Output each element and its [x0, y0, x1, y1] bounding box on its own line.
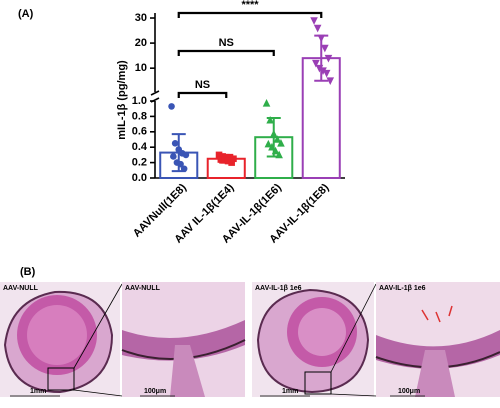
y-tick-label: 0.2: [132, 157, 147, 169]
data-point: [266, 115, 274, 124]
data-point: [275, 150, 283, 159]
y-tick-label: 0.0: [132, 172, 147, 184]
data-point: [326, 77, 335, 86]
data-point: [310, 17, 318, 25]
data-point: [215, 151, 223, 159]
scale-label: 1mm: [282, 388, 298, 395]
data-point: [313, 24, 322, 33]
data-point: [221, 156, 228, 164]
y-tick-label: 0.8: [132, 110, 147, 122]
y-axis-label: mIL-1β (pg/mg): [116, 60, 128, 140]
plot: 0.00.20.40.60.81.0102030AAVNull(1E8)AAV …: [131, 0, 345, 246]
data-point: [312, 59, 320, 68]
y-tick-label: 1.0: [132, 95, 147, 107]
data-point: [321, 44, 329, 53]
scale-label: 100μm: [398, 388, 420, 395]
data-point: [324, 54, 333, 63]
data-point: [319, 67, 327, 75]
y-tick-label: 20: [135, 37, 147, 49]
data-point: [217, 156, 225, 163]
data-point: [262, 99, 271, 107]
data-point: [228, 159, 235, 166]
data-point: [224, 157, 232, 165]
axis-break: [150, 90, 160, 96]
image-title: AAV-IL-1β 1e6: [379, 285, 426, 292]
scale-label: 100μm: [144, 388, 166, 395]
y-tick-label: 0.4: [132, 141, 148, 153]
data-point: [317, 34, 326, 43]
y-tick-label: 10: [135, 62, 147, 74]
axis-break: [150, 97, 160, 103]
y-tick-label: 0.6: [132, 126, 147, 138]
data-point: [277, 139, 285, 147]
data-point: [177, 160, 184, 168]
significance-label: NS: [219, 37, 234, 49]
scale-label: 1mm: [30, 388, 46, 395]
image-title: AAV-NULL: [3, 285, 39, 292]
panel-label: (B): [20, 266, 36, 278]
histology-image: [375, 282, 500, 397]
data-point: [271, 146, 280, 155]
data-point: [268, 142, 276, 151]
image-title: AAV-NULL: [125, 285, 161, 292]
y-tick-label: 30: [135, 12, 147, 24]
histology-image: [0, 282, 120, 397]
image-labels: AAV-NULL 1mm AAV-NULL 100μm AAV-IL-1β 1e6 1mm…: [3, 285, 426, 395]
significance-label: NS: [195, 79, 210, 91]
data-point: [182, 151, 190, 159]
image-title: AAV-IL-1β 1e6: [255, 285, 302, 292]
histology-image: [252, 282, 374, 397]
panel-label: (A): [18, 8, 34, 20]
histology-image: [121, 282, 246, 397]
data-point: [180, 165, 188, 173]
data-point: [264, 139, 273, 148]
data-point: [168, 103, 175, 110]
data-point: [170, 153, 177, 160]
data-point: [230, 155, 237, 163]
data-point: [273, 135, 282, 143]
data-point: [315, 64, 324, 73]
significance-label: ****: [241, 0, 259, 11]
data-point: [269, 129, 278, 138]
significance-bracket: [177, 91, 228, 98]
data-point: [322, 69, 331, 78]
significance-bracket: [177, 11, 323, 18]
significance-bracket: [177, 49, 275, 56]
data-point: [171, 140, 179, 147]
